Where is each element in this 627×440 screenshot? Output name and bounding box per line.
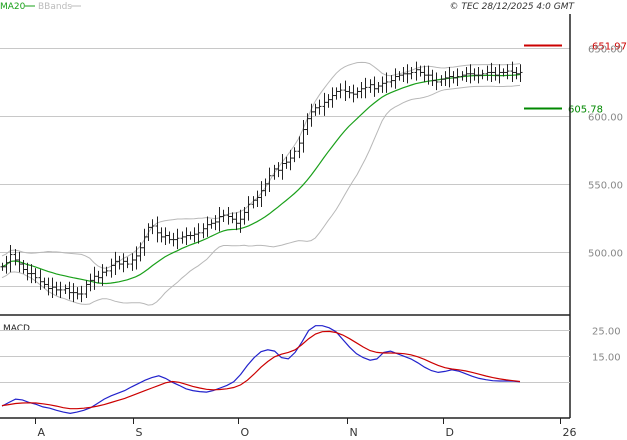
macd-tick-label: 15.00 [592,353,621,364]
price-gridlines [0,48,570,287]
bband-upper-line [1,61,521,269]
x-axis: A S O N D 26 [35,418,577,439]
price-bars [0,61,523,303]
x-tick-label: N [350,426,358,439]
bband-lower-line [1,84,521,306]
price-panel: 651.97 605.78 650.00 600.00 550.00 500.00 [0,42,627,306]
macd-lines [1,325,521,415]
price-axis-ticks: 650.00 600.00 550.00 500.00 [588,45,623,260]
macd-axis-ticks: 25.00 15.00 [592,327,621,364]
legend-ma-label: MA20 [0,2,26,12]
price-tick-label: 550.00 [588,181,623,192]
price-tick-label: 600.00 [588,113,623,124]
macd-panel: MACD 25.00 15.00 [0,324,621,415]
signal-line [1,330,521,410]
price-levels: 651.97 605.78 [524,42,627,116]
macd-label: MACD [3,324,30,334]
macd-gridlines [0,330,570,383]
resistance-label: 651.97 [592,42,627,53]
x-tick-label: A [38,426,46,439]
legend-bbands-label: BBands [38,2,72,12]
x-tick-label: 26 [563,426,577,439]
x-tick-label: S [136,426,143,439]
copyright-text: © TEC 28/12/2025 4:0 GMT [449,2,575,12]
support-label: 605.78 [568,105,603,116]
price-tick-label: 500.00 [588,249,623,260]
macd-tick-label: 25.00 [592,327,621,338]
macd-line [1,325,521,415]
legend: MA20 BBands [0,2,81,12]
price-tick-label: 650.00 [588,45,623,56]
x-tick-label: D [446,426,454,439]
x-tick-label: O [241,426,250,439]
